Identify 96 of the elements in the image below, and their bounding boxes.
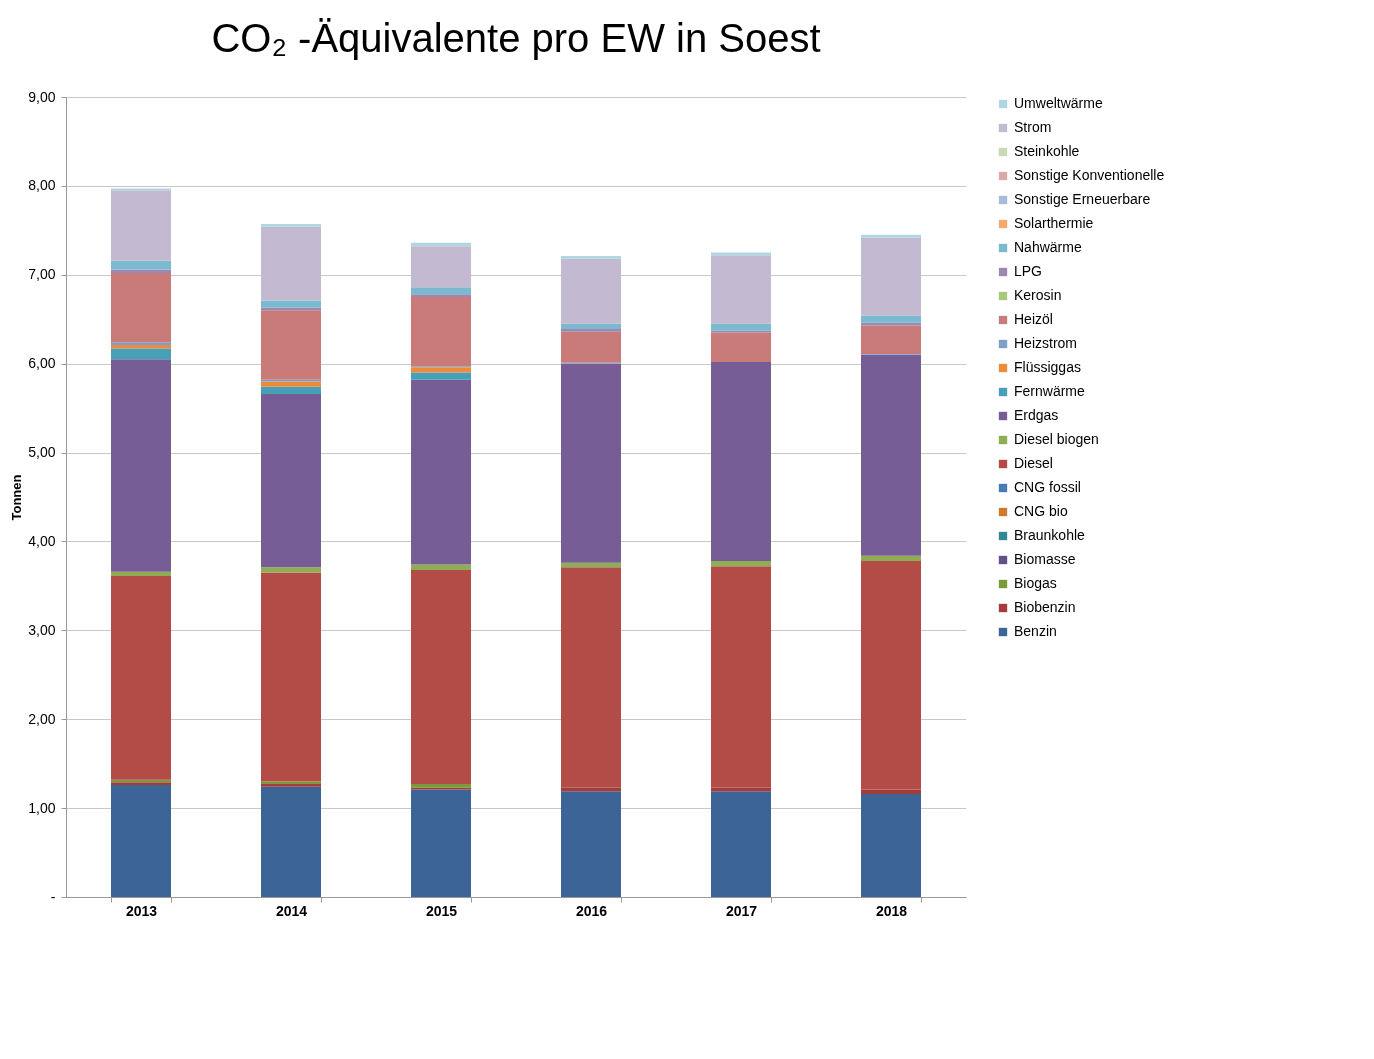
bar — [411, 367, 471, 373]
legend-label: Sonstige Erneuerbare — [1014, 191, 1151, 207]
bar — [111, 571, 171, 577]
bar — [861, 354, 921, 556]
y-tick-label: 4,00 — [28, 532, 56, 549]
bar — [711, 361, 771, 561]
bar — [411, 246, 471, 288]
legend-label: CNG bio — [1014, 503, 1068, 519]
legend-label: Kerosin — [1014, 287, 1062, 303]
bar — [111, 359, 171, 572]
bar — [411, 297, 471, 367]
legend-label: Diesel — [1014, 455, 1053, 471]
bar — [861, 315, 921, 323]
x-tick-label: 2014 — [275, 902, 308, 919]
legend-label: Biobenzin — [1014, 599, 1076, 615]
bar — [861, 325, 921, 354]
legend-label: Benzin — [1014, 623, 1057, 639]
y-tick-label: 3,00 — [28, 621, 56, 638]
x-tick-label: 2018 — [875, 902, 908, 919]
bar — [261, 381, 321, 387]
y-tick-label: 9,00 — [28, 88, 56, 105]
bar — [261, 567, 321, 573]
bar — [561, 562, 621, 568]
y-tick-label: 8,00 — [28, 177, 56, 194]
chart-title: CO₂ -Äquivalente pro EW in Soest — [211, 16, 821, 60]
bar — [561, 791, 621, 897]
bar — [861, 561, 921, 790]
legend-label: Braunkohle — [1014, 527, 1086, 543]
bar — [711, 791, 771, 897]
x-tick-label: 2013 — [125, 902, 158, 919]
bar — [711, 323, 771, 331]
bar — [411, 564, 471, 570]
y-tick-label: 7,00 — [28, 266, 56, 283]
bar — [111, 269, 171, 273]
bar — [561, 567, 621, 788]
legend-label: Sonstige Konventionelle — [1014, 167, 1165, 183]
legend-label: Heizöl — [1014, 311, 1053, 327]
legend-label: Steinkohle — [1014, 143, 1080, 159]
bar — [711, 332, 771, 362]
legend-label: Flüssiggas — [1014, 359, 1081, 375]
bar — [411, 569, 471, 785]
bar — [111, 576, 171, 780]
bar — [111, 345, 171, 349]
bar — [111, 190, 171, 261]
bar — [261, 393, 321, 568]
bar — [561, 323, 621, 329]
legend-label: Erdgas — [1014, 407, 1059, 423]
legend-label: Solarthermie — [1014, 215, 1094, 231]
bar — [411, 287, 471, 295]
y-tick-label: 2,00 — [28, 710, 56, 727]
legend-label: CNG fossil — [1014, 479, 1081, 495]
legend-label: Biogas — [1014, 575, 1057, 591]
bar — [861, 555, 921, 561]
x-tick-label: 2016 — [575, 902, 608, 919]
bar — [261, 224, 321, 227]
bar — [111, 342, 171, 345]
bar — [711, 561, 771, 567]
bar — [111, 785, 171, 897]
bar — [861, 237, 921, 316]
x-tick-label: 2015 — [425, 902, 458, 919]
bar — [411, 294, 471, 297]
legend-label: Biomasse — [1014, 551, 1076, 567]
y-tick-label: - — [50, 888, 56, 905]
legend-label: Heizstrom — [1014, 335, 1078, 351]
legend-label: Diesel biogen — [1014, 431, 1099, 447]
bar — [411, 372, 471, 380]
bar — [411, 789, 471, 897]
legend-label: Fernwärme — [1014, 383, 1086, 399]
x-tick-label: 2017 — [725, 902, 758, 919]
y-axis-title: Tonnen — [9, 474, 25, 521]
bar — [261, 310, 321, 380]
y-tick-label: 5,00 — [28, 444, 56, 461]
bar — [261, 226, 321, 301]
bar — [411, 379, 471, 565]
y-tick-label: 6,00 — [28, 355, 56, 372]
bar — [861, 789, 921, 794]
bar — [111, 260, 171, 270]
bar — [561, 363, 621, 563]
bar — [861, 793, 921, 897]
bar — [111, 348, 171, 360]
bar — [261, 386, 321, 394]
bar — [561, 329, 621, 332]
bar — [561, 256, 621, 259]
legend-label: Strom — [1014, 119, 1052, 135]
bar — [561, 331, 621, 363]
bar — [261, 300, 321, 308]
legend-label: Nahwärme — [1014, 239, 1082, 255]
bar — [261, 786, 321, 897]
bar — [711, 255, 771, 324]
legend-label: LPG — [1014, 263, 1043, 279]
y-tick-label: 1,00 — [28, 799, 56, 816]
bar — [111, 273, 171, 343]
bar — [261, 572, 321, 782]
bar — [711, 566, 771, 788]
legend-label: Umweltwärme — [1014, 95, 1103, 111]
bar — [561, 258, 621, 324]
